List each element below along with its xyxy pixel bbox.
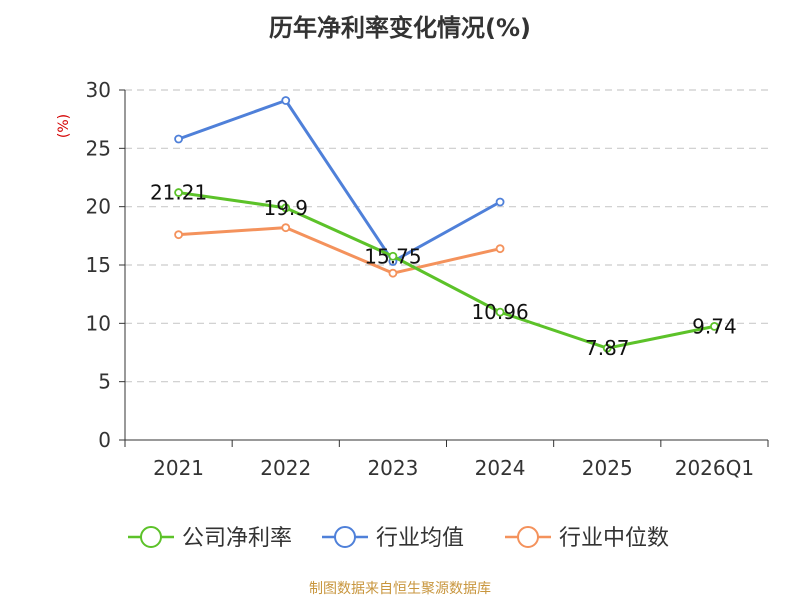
y-tick-label: 15 (86, 253, 111, 277)
data-label: 9.74 (692, 314, 737, 338)
data-point (174, 188, 183, 197)
x-tick-label: 2023 (367, 456, 418, 480)
series-lines (174, 96, 719, 353)
x-tick-label: 2021 (153, 456, 204, 480)
data-label: 19.9 (263, 196, 308, 220)
data-label: 7.87 (585, 336, 630, 360)
x-tick-label: 2024 (475, 456, 526, 480)
y-tick-label: 0 (98, 428, 111, 452)
legend-entry: 公司净利率 (182, 526, 292, 551)
data-point (495, 244, 505, 254)
source-note: 制图数据来自恒生聚源数据库 (309, 581, 491, 597)
series-line-0 (178, 191, 715, 350)
x-tick-label: 2025 (582, 456, 633, 480)
y-axis-unit-label: (%) (56, 114, 72, 138)
data-point (281, 96, 291, 105)
data-point (602, 343, 612, 353)
data-point (174, 230, 183, 240)
data-point (388, 251, 398, 261)
legend-marker (517, 526, 539, 548)
data-labels: 21.21 19.9 15.75 10.96 7.87 9.74 (150, 181, 737, 361)
grid-lines (125, 89, 768, 383)
y-tick-label: 30 (86, 78, 111, 102)
y-tick-label: 25 (86, 136, 111, 160)
y-tick-label: 10 (86, 311, 111, 335)
data-label: 21.21 (150, 181, 207, 205)
series-line-1 (178, 99, 501, 263)
legend-marker (334, 526, 356, 548)
data-point (388, 268, 398, 278)
data-point (174, 134, 183, 144)
data-point (495, 197, 505, 207)
legend-entry: 行业均值 (376, 526, 464, 551)
data-label: 15.75 (364, 244, 421, 268)
legend-marker (140, 526, 162, 548)
data-point (495, 307, 505, 317)
data-point (281, 223, 291, 233)
x-tick-label: 2022 (260, 456, 311, 480)
chart-title: 历年净利率变化情况(%) (269, 14, 531, 42)
data-point (710, 321, 719, 331)
y-tick-label: 20 (86, 195, 111, 219)
x-tick-label: 2026Q1 (675, 456, 754, 480)
legend: 公司净利率 行业均值 行业中位数 (128, 526, 669, 551)
series-line-2 (178, 226, 501, 275)
y-tick-label: 5 (98, 370, 111, 394)
data-label: 10.96 (471, 300, 528, 324)
data-point (281, 203, 291, 213)
legend-entry: 行业中位数 (559, 526, 669, 551)
